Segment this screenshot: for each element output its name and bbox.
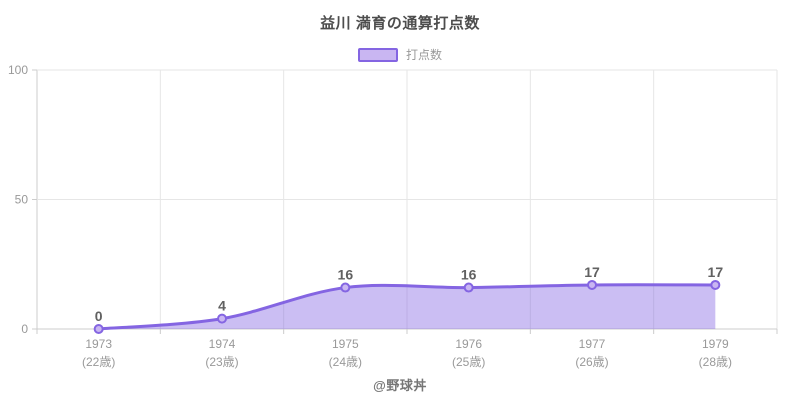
x-axis-label-age: (25歳) xyxy=(452,355,485,369)
x-axis-label-age: (23歳) xyxy=(205,355,238,369)
x-axis-label-age: (26歳) xyxy=(575,355,608,369)
chart-title: 益川 満育の通算打点数 xyxy=(320,15,480,32)
legend: 打点数 xyxy=(0,46,800,63)
series-line xyxy=(97,283,717,331)
x-axis-label-age: (24歳) xyxy=(329,355,362,369)
x-axis-label-year: 1974 xyxy=(209,337,236,351)
legend-item-rbi[interactable]: 打点数 xyxy=(357,46,442,63)
data-point[interactable] xyxy=(463,282,474,293)
value-label: 16 xyxy=(338,267,354,283)
x-axis-label-year: 1976 xyxy=(455,337,482,351)
data-point[interactable] xyxy=(217,313,227,324)
series-area-fill xyxy=(98,284,716,329)
x-axis-label-year: 1977 xyxy=(579,337,606,351)
x-axis-label-age: (28歳) xyxy=(699,355,732,369)
value-label: 17 xyxy=(584,264,600,280)
y-axis-label: 100 xyxy=(8,63,28,77)
y-axis-label: 0 xyxy=(21,322,28,336)
y-axis-label: 50 xyxy=(15,193,29,207)
x-axis-label-year: 1975 xyxy=(332,337,359,351)
data-point[interactable] xyxy=(340,282,351,293)
legend-swatch-icon xyxy=(357,47,398,62)
value-label: 0 xyxy=(95,308,103,324)
x-axis-label-age: (22歳) xyxy=(82,355,115,369)
value-label: 16 xyxy=(461,267,477,283)
x-axis-label-year: 1979 xyxy=(702,337,729,351)
value-label: 17 xyxy=(708,264,724,280)
data-point[interactable] xyxy=(93,324,104,334)
footer-watermark: @野球丼 xyxy=(373,378,427,393)
value-label: 4 xyxy=(218,298,226,314)
data-point[interactable] xyxy=(710,279,721,290)
data-point[interactable] xyxy=(587,279,597,290)
legend-label: 打点数 xyxy=(405,48,442,62)
x-axis-label-year: 1973 xyxy=(85,337,112,351)
